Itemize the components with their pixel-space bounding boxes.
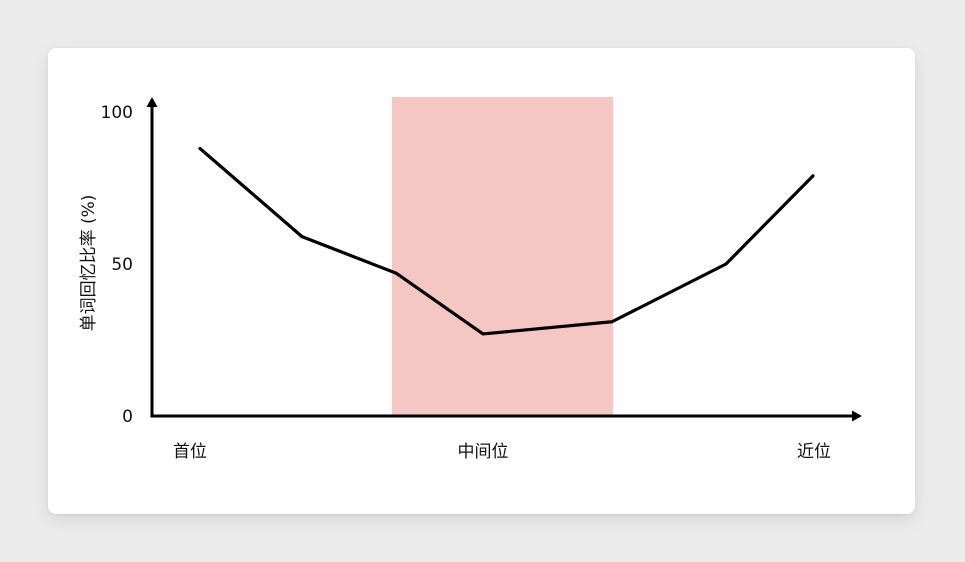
y-tick-label: 0 [122, 407, 133, 427]
x-tick-label: 近位 [797, 442, 831, 462]
y-axis-arrow [146, 97, 158, 107]
axes [146, 97, 862, 422]
x-tick-label: 中间位 [458, 442, 509, 462]
y-tick-labels: 0 50 100 [101, 103, 133, 427]
x-axis-arrow [852, 410, 862, 422]
x-tick-labels: 首位 中间位 近位 [173, 442, 831, 462]
y-tick-label: 50 [111, 255, 133, 275]
y-tick-label: 100 [101, 103, 133, 123]
chart-card: 0 50 100 首位 中间位 近位 单词回忆比率 (%) [48, 48, 915, 514]
y-axis-label: 单词回忆比率 (%) [79, 195, 99, 332]
series-line [198, 146, 815, 336]
x-tick-label: 首位 [173, 442, 207, 462]
middle-position-highlight [392, 97, 613, 416]
serial-position-chart: 0 50 100 首位 中间位 近位 单词回忆比率 (%) [79, 97, 862, 462]
